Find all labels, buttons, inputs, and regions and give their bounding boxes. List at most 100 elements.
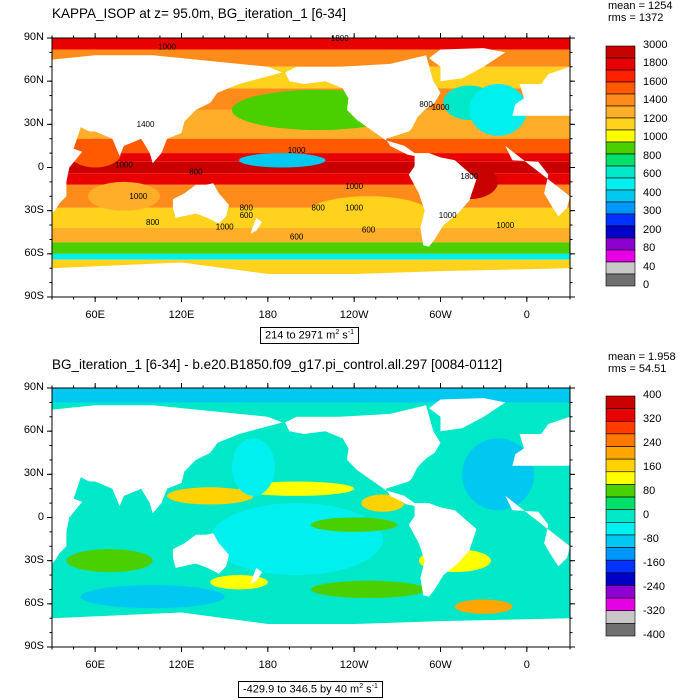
colorbar-swatch [605, 69, 636, 83]
field-blob [469, 84, 527, 136]
contour-label: 600 [290, 232, 304, 241]
colorbar-label: 160 [643, 461, 662, 473]
colorbar-swatch [605, 408, 636, 422]
x-tick-label: 60W [429, 659, 452, 671]
contour-label: 600 [362, 225, 376, 234]
land-mass [285, 405, 477, 597]
contour-label: 1000 [158, 43, 176, 52]
colorbar-swatch [605, 547, 636, 561]
x-tick-label: 60E [85, 309, 105, 321]
colorbar-label: -80 [643, 533, 659, 545]
field-blob [311, 580, 427, 599]
colorbar-swatch [605, 45, 636, 59]
map-plot [47, 383, 636, 652]
land-mass [505, 495, 570, 567]
panel-difference: BG_iteration_1 [6-34] - b.e20.B1850.f09_… [0, 350, 700, 700]
ocean-field [52, 388, 570, 647]
colorbar-swatch [605, 610, 636, 624]
colorbar-label: 0 [643, 509, 650, 521]
contour-label: 1000 [345, 204, 363, 213]
colorbar-label: -240 [643, 581, 666, 593]
stat-rms: rms = 1372 [608, 12, 664, 24]
colorbar-swatch [605, 534, 636, 548]
colorbar-swatch [605, 57, 636, 71]
land-mass [512, 416, 570, 466]
field-band [52, 388, 570, 403]
colorbar-label: 0 [643, 279, 650, 291]
land-mass [429, 48, 506, 82]
contour-label: 800 [419, 100, 433, 109]
panel-kappa-isop: KAPPA_ISOP at z= 95.0m, BG_iteration_1 [… [23, 0, 673, 344]
colorbar-swatch [605, 420, 636, 435]
colorbar-swatch [605, 458, 636, 473]
y-tick-label: 90N [23, 31, 44, 43]
colorbar-swatch [605, 189, 636, 203]
y-tick-label: 30S [24, 553, 44, 566]
stat-rms: rms = 54.51 [608, 363, 667, 375]
x-tick-label: 120E [168, 659, 195, 671]
y-tick-label: 90S [24, 640, 44, 652]
colorbar-swatch [605, 201, 636, 215]
contour-label: 1000 [439, 211, 457, 220]
colorbar-swatch [605, 559, 636, 574]
colorbar-swatch [605, 249, 636, 263]
field-blob [87, 181, 160, 211]
colorbar-swatch [605, 261, 636, 275]
x-tick-label: 180 [258, 659, 277, 671]
colorbar-swatch [605, 165, 636, 179]
y-tick-label: 30N [23, 467, 44, 480]
chart-title: BG_iteration_1 [6-34] - b.e20.B1850.f09_… [52, 357, 503, 372]
x-tick-label: 120W [339, 309, 369, 321]
colorbar-label: 300 [643, 205, 662, 218]
land-mass [285, 55, 477, 247]
land-mass [172, 183, 229, 224]
colorbar-label: 400 [643, 186, 662, 199]
contour-label: 1800 [331, 34, 349, 43]
colorbar-swatch [605, 117, 636, 131]
x-tick-label: 180 [258, 309, 277, 321]
colorbar-swatch [605, 225, 636, 239]
land-mass [52, 405, 283, 564]
contour-label: 1000 [115, 161, 133, 170]
colorbar-swatch [605, 177, 636, 191]
colorbar-swatch [605, 395, 636, 409]
field-blob [210, 503, 383, 576]
colorbar-swatch [605, 129, 636, 143]
y-tick-label: 30N [23, 117, 44, 130]
colorbar-label: 400 [643, 389, 662, 401]
contour-label: 1000 [432, 103, 450, 112]
range-label-exp: 2 [359, 683, 364, 690]
stat-mean: mean = 1.958 [608, 351, 676, 363]
colorbar-swatch [605, 522, 636, 536]
ocean-field [52, 38, 570, 297]
colorbar-label: -400 [643, 629, 666, 641]
range-label-exp2: -1 [347, 329, 355, 336]
contour-label: 800 [312, 204, 326, 213]
colorbar-label: 1600 [643, 75, 668, 88]
contour-label: 1400 [137, 120, 155, 129]
colorbar-swatch [605, 105, 636, 119]
y-tick-label: 0 [37, 510, 44, 523]
land-mass [429, 398, 506, 432]
colorbar-label: 240 [643, 437, 662, 449]
contour-label: 800 [146, 218, 160, 227]
field-band [52, 161, 570, 174]
land-mass [250, 567, 263, 584]
colorbar-label: 200 [643, 223, 662, 236]
chart-title: KAPPA_ISOP at z= 95.0m, BG_iteration_1 [… [52, 6, 347, 21]
field-band [52, 242, 570, 254]
range-label-text: -429.9 to 346.5 by 40 m [243, 683, 360, 696]
field-blob [231, 438, 276, 496]
field-blob [361, 494, 405, 512]
land-mass [52, 612, 570, 647]
field-band [52, 173, 570, 185]
land-mass [52, 262, 570, 297]
y-tick-label: 60S [24, 596, 44, 609]
field-blob [210, 575, 268, 590]
y-tick-label: 60N [23, 424, 44, 437]
y-tick-label: 30S [24, 203, 44, 216]
contour-label: 800 [189, 168, 203, 177]
colorbar-swatch [605, 509, 636, 523]
field-blob [167, 487, 254, 505]
range-label-suffix: s [363, 683, 372, 696]
